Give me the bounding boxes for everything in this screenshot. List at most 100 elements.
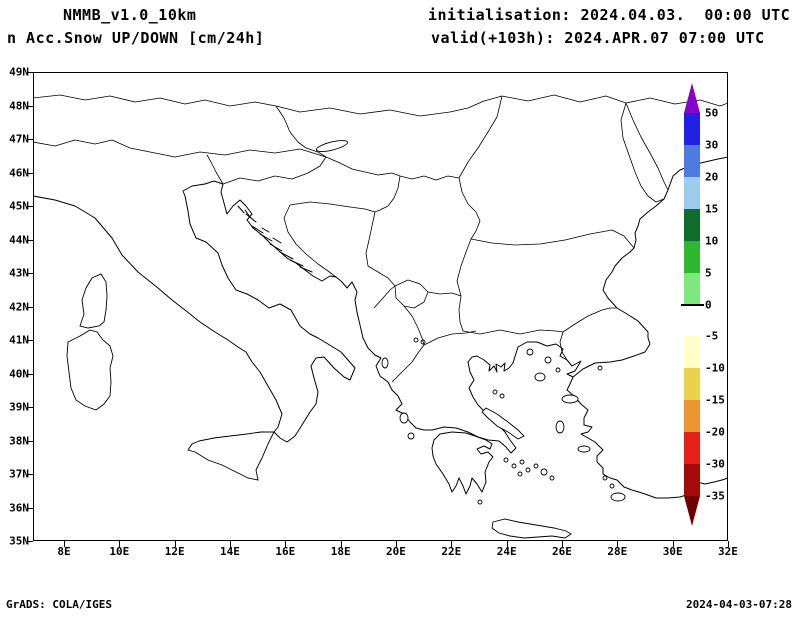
lon-label: 32E [718,545,738,558]
colorbar-label: 0 [705,298,712,312]
island-sardinia [66,329,114,411]
lon-label: 22E [441,545,462,558]
axis-tick [27,340,33,341]
dalmatian-islands [237,205,313,273]
product-title: n Acc.Snow UP/DOWN [cm/24h] [7,29,265,47]
colorbar-label: 20 [705,170,719,184]
colorbar-segment [684,176,700,209]
colorbar-segment [684,272,700,305]
axis-tick [27,239,33,241]
axis-tick [451,541,453,547]
colorbar-label: 10 [705,234,719,248]
lat-label: 41N [9,333,29,347]
lake-balaton [315,140,349,152]
lat-label: 47N [9,132,29,146]
lat-label: 44N [9,233,29,246]
island-corsica [79,273,108,329]
axis-tick [27,139,33,140]
colorbar-label: -10 [705,361,725,375]
lon-label: 18E [330,545,351,558]
colorbar-segment [684,240,700,273]
lon-label: 12E [164,545,185,558]
axis-tick [727,541,729,547]
axis-tick [174,541,176,547]
axis-tick [340,541,342,547]
coastline-adriatic-ionian [220,183,479,438]
axis-tick [672,541,674,547]
lat-label: 39N [9,400,29,414]
axis-tick [27,474,33,475]
lat-label: 42N [9,300,29,313]
init-time-label: initialisation: 2024.04.03. 00:00 UTC [428,6,791,24]
colorbar-top-arrow [684,83,700,113]
lon-label: 16E [275,545,296,558]
lat-label: 35N [9,534,29,548]
lon-label: 8E [57,545,71,558]
axis-tick [395,541,397,547]
colorbar-segment [684,432,700,464]
colorbar-segment [684,463,700,496]
lat-label: 49N [9,65,29,79]
colorbar-label: -5 [705,329,719,343]
colorbar-segment [684,336,700,369]
axis-tick [64,541,65,547]
axis-tick [506,541,508,547]
country-borders [34,94,727,383]
lon-label: 30E [662,545,683,558]
colorbar-label: 5 [705,266,712,280]
axis-tick [27,507,33,509]
footer-timestamp: 2024-04-03-07:28 [686,598,792,611]
axis-tick [561,541,563,547]
valid-time-label: valid(+103h): 2024.APR.07 07:00 UTC [431,29,765,47]
axis-tick [27,172,33,174]
island-evia [481,407,525,440]
axis-tick [285,541,287,547]
colorbar-segment [684,208,700,241]
lat-label: 40N [9,367,29,380]
colorbar-label: -20 [705,425,725,439]
model-title: NMMB_v1.0_10km [63,6,197,24]
axis-tick [27,72,33,73]
island-crete [491,518,572,539]
coastline-italy [34,180,356,443]
coastline-turkey-west [566,376,727,499]
axis-tick [119,541,121,547]
map-frame [33,72,728,541]
colorbar-label: 50 [705,106,719,120]
coastline-aegean-blacksea [467,156,727,406]
lat-label: 43N [9,266,29,280]
axis-tick [27,373,33,375]
axis-tick [27,541,33,542]
colorbar-segment [684,113,700,145]
lon-label: 14E [220,545,240,558]
colorbar-segment [684,368,700,401]
axis-tick [229,541,231,547]
lon-label: 28E [607,545,628,558]
colorbar-bottom-arrow [684,495,700,526]
axis-tick [27,306,33,308]
lon-label: 26E [552,545,572,558]
axis-tick [27,273,33,274]
colorbar-label: -35 [705,489,725,503]
lon-label: 24E [496,545,517,558]
coastline-peloponnese [431,431,494,495]
colorbar-label: 15 [705,202,719,216]
lat-label: 45N [9,199,29,213]
small-islands [315,140,626,505]
footer-credit: GrADS: COLA/IGES [6,598,112,611]
axis-tick [27,440,33,442]
colorbar-label: -30 [705,457,725,471]
axis-tick [27,407,33,408]
colorbar-segment [684,304,700,337]
colorbar-zero-line [681,303,704,306]
colorbar-segment [684,400,700,433]
colorbar [684,83,700,526]
lon-label: 10E [109,545,130,558]
island-sicily [187,431,275,481]
axis-tick [27,206,33,207]
axis-tick [27,105,33,107]
colorbar-label: -15 [705,393,725,407]
lon-label: 20E [386,545,406,558]
lat-label: 38N [9,434,29,447]
